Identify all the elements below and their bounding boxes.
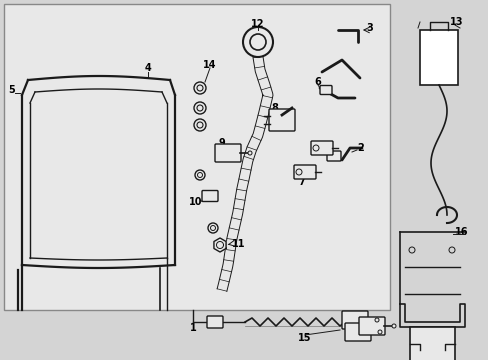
Text: 9: 9	[218, 138, 225, 148]
FancyBboxPatch shape	[358, 317, 384, 335]
Polygon shape	[214, 238, 225, 252]
Text: 8: 8	[271, 103, 278, 113]
FancyBboxPatch shape	[310, 141, 332, 155]
FancyBboxPatch shape	[341, 311, 367, 329]
Text: 2: 2	[356, 143, 363, 153]
Text: 5: 5	[9, 85, 15, 95]
Text: 6: 6	[314, 77, 321, 87]
Circle shape	[194, 102, 205, 114]
Circle shape	[197, 172, 202, 177]
Circle shape	[391, 324, 395, 328]
Text: 4: 4	[144, 63, 151, 73]
Text: 10: 10	[189, 197, 203, 207]
Text: 3: 3	[366, 23, 373, 33]
FancyBboxPatch shape	[319, 85, 331, 94]
Circle shape	[197, 85, 203, 91]
Text: 1: 1	[189, 323, 196, 333]
Text: 13: 13	[449, 17, 463, 27]
Bar	[4, 4, 389, 310]
Bar	[419, 30, 457, 85]
Circle shape	[194, 119, 205, 131]
Circle shape	[377, 330, 381, 334]
Text: 7: 7	[298, 177, 305, 187]
Circle shape	[197, 105, 203, 111]
FancyBboxPatch shape	[206, 316, 223, 328]
Text: 14: 14	[203, 60, 216, 70]
FancyBboxPatch shape	[268, 109, 294, 131]
Circle shape	[374, 318, 378, 322]
Circle shape	[207, 223, 218, 233]
Text: 11: 11	[231, 239, 245, 249]
Circle shape	[243, 27, 272, 57]
FancyBboxPatch shape	[326, 151, 340, 161]
Text: 12: 12	[251, 19, 264, 29]
FancyBboxPatch shape	[293, 165, 315, 179]
FancyBboxPatch shape	[345, 323, 370, 341]
Circle shape	[197, 122, 203, 128]
Text: 15: 15	[298, 333, 311, 343]
FancyBboxPatch shape	[215, 144, 241, 162]
Circle shape	[247, 151, 251, 155]
FancyBboxPatch shape	[202, 190, 218, 202]
Text: 16: 16	[454, 227, 468, 237]
Circle shape	[194, 82, 205, 94]
Circle shape	[195, 170, 204, 180]
Circle shape	[249, 34, 265, 50]
Bar	[409, 327, 454, 360]
